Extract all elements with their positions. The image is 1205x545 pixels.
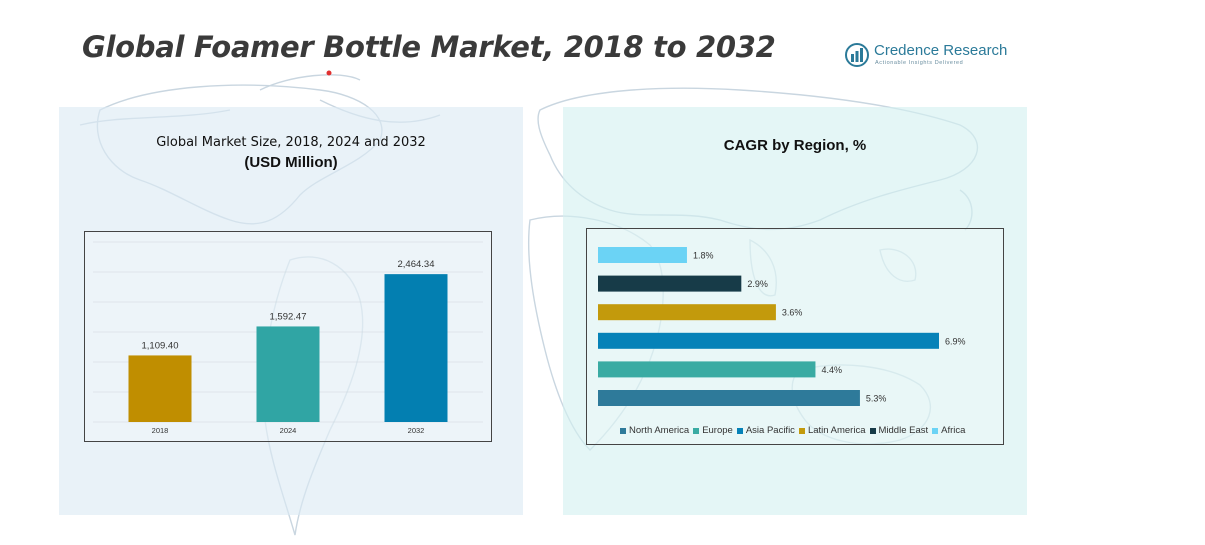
bar-value-label: 3.6% bbox=[782, 308, 803, 318]
legend-label: Middle East bbox=[878, 425, 929, 436]
bar-2018 bbox=[128, 355, 192, 422]
legend-item: Europe bbox=[693, 425, 733, 436]
legend-swatch bbox=[932, 427, 939, 434]
cagr-chart-title: CAGR by Region, % bbox=[723, 137, 867, 154]
legend-swatch bbox=[736, 427, 743, 434]
legend-item: Latin America bbox=[798, 425, 866, 436]
cagr-chart: 1.8% 2.9% 3.6% 6.9% 4.4% 5.3% North America Eu… bbox=[586, 228, 1004, 445]
bar-latin-america bbox=[598, 304, 776, 321]
legend-swatch bbox=[693, 427, 700, 434]
legend-swatch bbox=[798, 427, 805, 434]
bar-2032 bbox=[384, 274, 448, 422]
bar-middle-east bbox=[598, 275, 742, 292]
legend-item: North America bbox=[620, 425, 689, 436]
bar-value-label: 2,464.34 bbox=[398, 259, 435, 270]
legend-swatch bbox=[620, 427, 626, 434]
page-title: Global Foamer Bottle Market, 2018 to 203… bbox=[82, 30, 776, 64]
logo-icon bbox=[845, 43, 869, 67]
legend-label: North America bbox=[629, 425, 690, 436]
bar-north-america bbox=[598, 390, 860, 406]
bar-value-label: 1,592.47 bbox=[270, 311, 307, 322]
bar-value-label: 2.9% bbox=[747, 279, 768, 289]
legend-label: Africa bbox=[941, 425, 966, 436]
legend-swatch bbox=[869, 427, 876, 434]
bar-asia-pacific bbox=[598, 332, 939, 349]
bar-value-label: 4.4% bbox=[821, 365, 842, 375]
cagr-legend: North America Europe Asia Pacific Latin Ame… bbox=[620, 425, 965, 436]
logo-name: Credence Research bbox=[874, 42, 1008, 59]
legend-label: Asia Pacific bbox=[745, 425, 795, 436]
legend-label: Latin America bbox=[807, 425, 866, 436]
bar-value-label: 1.8% bbox=[693, 251, 714, 261]
market-size-bar-chart: 1,109.40 2018 1,592.47 2024 2,464.34 2032 bbox=[93, 241, 483, 435]
x-tick-label: 2024 bbox=[280, 426, 297, 435]
market-size-chart: 1,109.40 2018 1,592.47 2024 2,464.34 2032 bbox=[84, 231, 492, 442]
bar-value-label: 5.3% bbox=[866, 394, 887, 404]
cagr-panel: CAGR by Region, % bbox=[563, 107, 1027, 515]
logo-tagline: Actionable Insights Delivered bbox=[875, 60, 964, 66]
bar-europe bbox=[598, 361, 816, 378]
legend-item: Asia Pacific bbox=[736, 425, 795, 436]
legend-label: Europe bbox=[702, 425, 733, 436]
bar-2024 bbox=[256, 326, 320, 422]
cagr-bar-chart: 1.8% 2.9% 3.6% 6.9% 4.4% 5.3% bbox=[598, 247, 966, 406]
x-tick-label: 2018 bbox=[152, 426, 169, 435]
bar-value-label: 1,109.40 bbox=[142, 340, 179, 351]
x-tick-label: 2032 bbox=[408, 426, 425, 435]
legend-item: Africa bbox=[932, 425, 965, 436]
market-size-chart-title: Global Market Size, 2018, 2024 and 2032 bbox=[156, 135, 426, 150]
bar-value-label: 6.9% bbox=[945, 336, 966, 346]
credence-research-logo: Credence Research Actionable Insights De… bbox=[845, 40, 1015, 70]
legend-item: Middle East bbox=[869, 425, 929, 436]
market-size-chart-subtitle: (USD Million) bbox=[244, 154, 338, 171]
bar-africa bbox=[598, 247, 687, 263]
